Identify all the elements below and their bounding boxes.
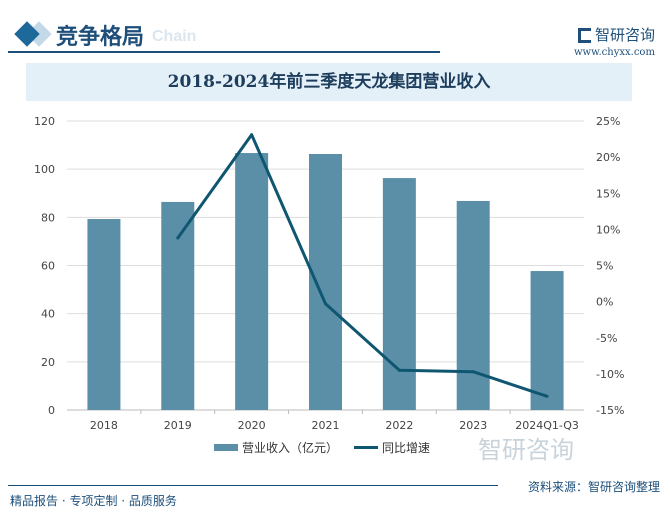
bar [309, 153, 342, 410]
watermark-logo: 智研咨询 [478, 436, 574, 464]
logo-icon [578, 28, 591, 43]
bar [235, 153, 269, 411]
header-ghost-text: Chain [152, 28, 197, 45]
bar [456, 200, 490, 410]
bar [161, 201, 195, 410]
growth-point [250, 133, 254, 137]
y2-tick-label: 20% [596, 151, 620, 164]
legend-label: 同比增速 [382, 441, 431, 455]
brand-logo: 智研咨询 [578, 24, 655, 45]
bar [530, 271, 564, 410]
x-tick-label: 2018 [90, 419, 118, 432]
y2-tick-label: 0% [596, 296, 613, 309]
growth-point [176, 236, 180, 240]
brand-url: www.chyxx.com [574, 47, 655, 58]
y2-tick-label: -10% [596, 368, 624, 381]
y-tick-label: 40 [41, 308, 55, 321]
x-tick-label: 2024Q1-Q3 [515, 419, 579, 432]
x-tick-label: 2020 [238, 419, 266, 432]
logo-text: 智研咨询 [595, 26, 656, 44]
growth-point [471, 370, 475, 374]
y-tick-label: 80 [41, 211, 55, 224]
x-tick-label: 2019 [164, 419, 192, 432]
y-tick-label: 100 [34, 163, 55, 176]
footer-divider [8, 485, 498, 486]
y2-tick-label: -15% [596, 404, 624, 417]
legend: 营业收入（亿元） 同比增速 [214, 439, 430, 456]
bar [87, 219, 121, 410]
x-tick-label: 2021 [312, 419, 340, 432]
section-title: 竞争格局 [56, 25, 145, 50]
growth-line [176, 133, 548, 398]
x-tick-label: 2023 [459, 419, 487, 432]
source-note: 资料来源：智研咨询整理 [527, 480, 660, 494]
y2-tick-label: 10% [596, 223, 620, 236]
growth-point [545, 394, 549, 398]
legend-item-growth: 同比增速 [354, 439, 430, 456]
legend-item-revenue: 营业收入（亿元） [214, 439, 338, 456]
y-tick-label: 0 [48, 404, 55, 417]
y2-tick-label: 15% [596, 187, 620, 200]
header-divider [8, 51, 440, 53]
y2-tick-label: 5% [596, 260, 613, 273]
x-tick-label: 2022 [385, 419, 413, 432]
line-swatch [354, 446, 379, 449]
legend-label: 营业收入（亿元） [242, 441, 339, 455]
growth-point [324, 302, 327, 306]
y-tick-label: 20 [41, 356, 55, 369]
y-tick-label: 120 [34, 115, 55, 128]
footer-slogan: 精品报告 · 专项定制 · 品质服务 [10, 494, 177, 508]
y-tick-label: 60 [41, 260, 55, 273]
chart-title: 2018-2024年前三季度天龙集团营业收入 [26, 63, 632, 101]
bar-swatch [214, 444, 238, 451]
y2-tick-label: -5% [596, 332, 617, 345]
growth-point [397, 368, 401, 372]
bar [382, 178, 416, 410]
y2-tick-label: 25% [596, 115, 620, 128]
